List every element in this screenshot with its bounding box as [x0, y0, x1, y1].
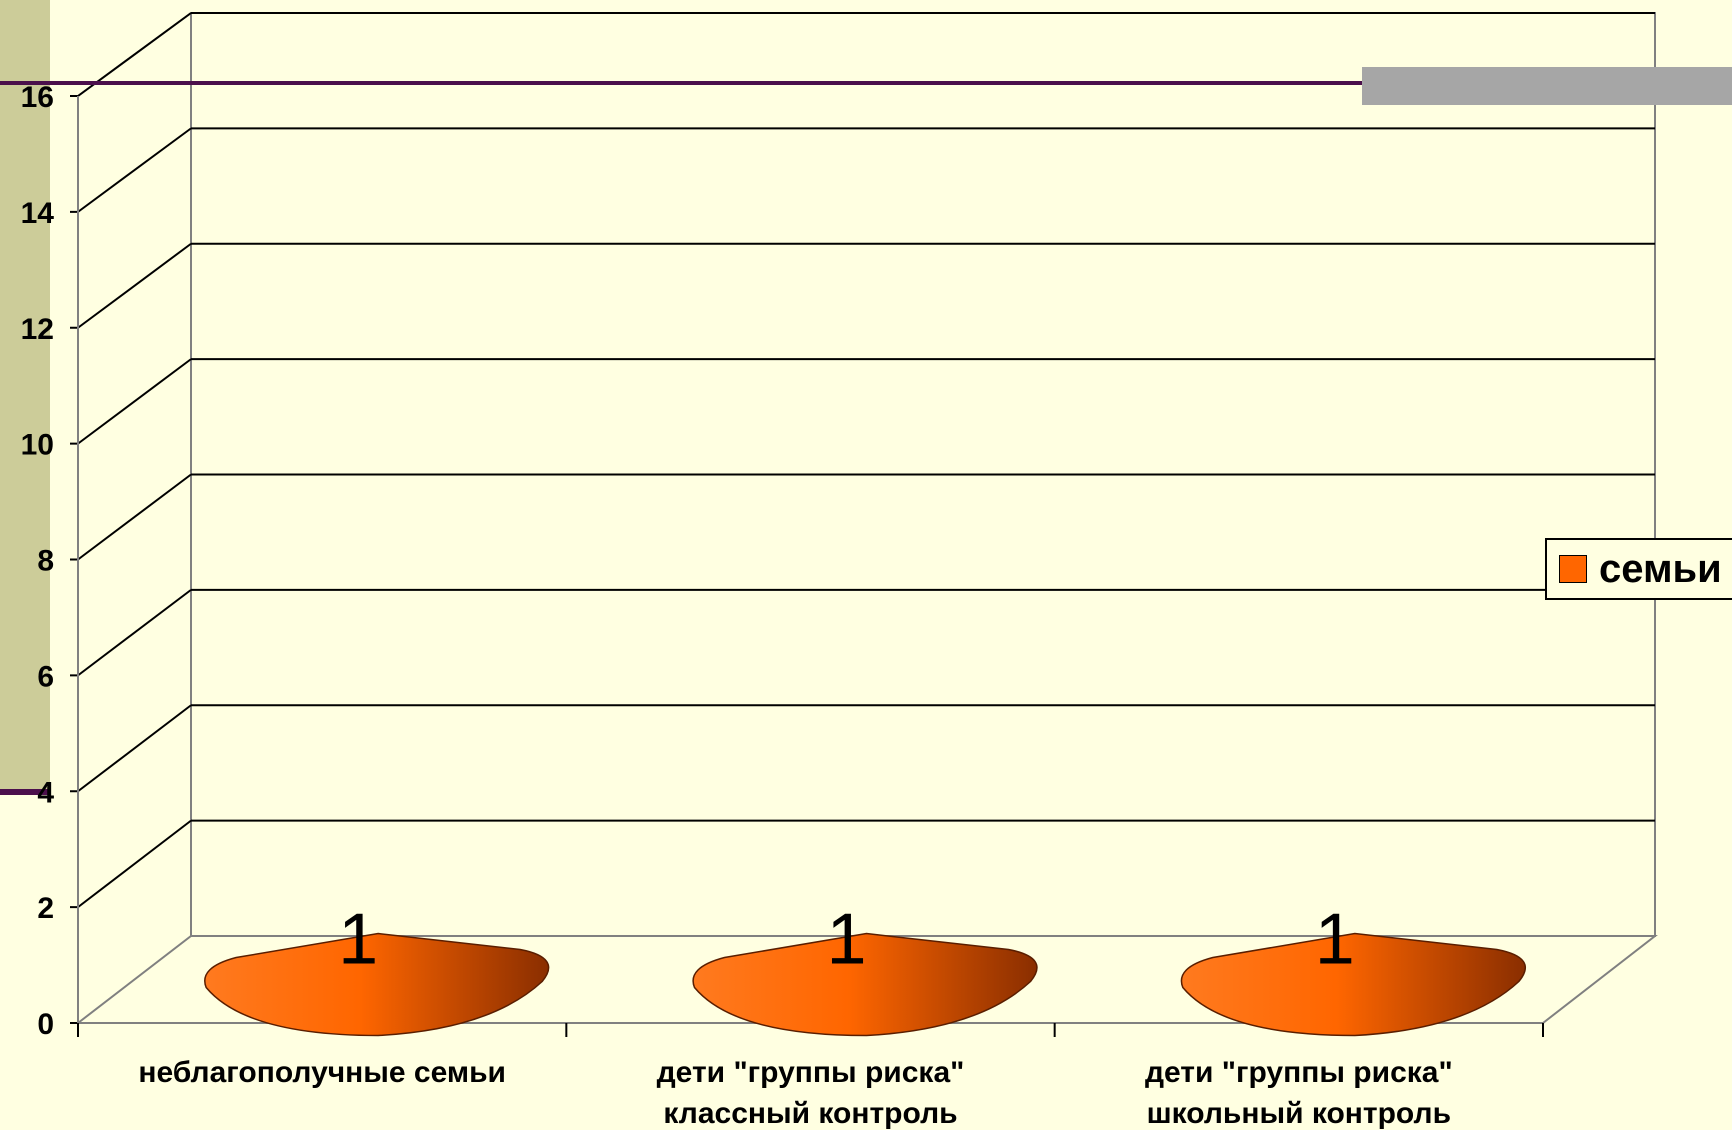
data-marks [204, 932, 1526, 1037]
y-tick-label: 10 [21, 429, 54, 462]
chart-walls [75, 12, 1658, 1024]
gridlines [77, 12, 1655, 908]
bar-cone [204, 932, 550, 1037]
y-tick-label: 6 [37, 660, 54, 693]
y-tick-label: 16 [21, 81, 54, 114]
data-label: 1 [826, 900, 866, 980]
axes [70, 95, 1544, 1037]
y-tick-label: 14 [21, 197, 55, 230]
legend: семьи [1545, 538, 1732, 600]
gridline-diagonal [77, 127, 192, 213]
slide-decoration [0, 67, 1732, 795]
gridline-diagonal [77, 589, 192, 677]
x-tick-label: классный контроль [663, 1097, 957, 1130]
y-tick-label: 8 [37, 545, 54, 578]
data-label: 1 [338, 900, 378, 980]
x-tick-label: дети "группы риска" [657, 1056, 965, 1089]
header-gray-bar [1362, 67, 1732, 105]
gridline-diagonal [77, 819, 192, 908]
x-tick-label: неблагополучные семьи [138, 1056, 506, 1089]
bar-cone [692, 932, 1038, 1037]
x-tick-label: школьный контроль [1147, 1097, 1451, 1130]
bar-cone [1180, 932, 1526, 1037]
legend-label: семьи [1599, 546, 1722, 591]
x-tick-label: дети "группы риска" [1145, 1056, 1453, 1089]
data-label: 1 [1315, 900, 1355, 980]
gridline-diagonal [77, 704, 192, 793]
y-tick-label: 4 [37, 776, 54, 809]
gridline-diagonal [77, 242, 192, 329]
y-tick-label: 12 [21, 313, 54, 346]
y-tick-label: 2 [37, 892, 54, 925]
legend-swatch [1559, 555, 1587, 583]
gridline-diagonal [77, 358, 192, 445]
y-tick-label: 0 [37, 1008, 54, 1041]
slide-sidebar [0, 0, 50, 790]
chart-text: 0 2 4 6 8 10 12 14 16 1 1 1 неблагополучные семьи дет… [21, 81, 1453, 1130]
gridline-diagonal [77, 473, 192, 561]
